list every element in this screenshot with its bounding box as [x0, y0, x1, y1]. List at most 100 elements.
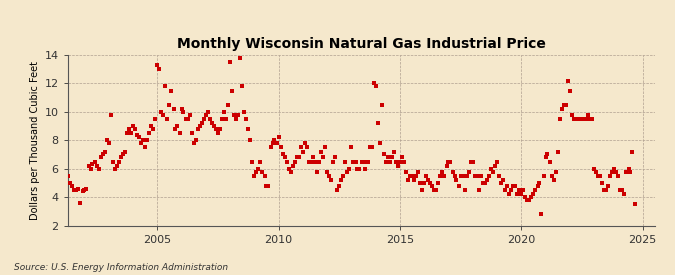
Point [292, 155, 302, 160]
Point [298, 149, 308, 154]
Point [275, 145, 286, 150]
Point [93, 166, 104, 171]
Point [251, 169, 262, 174]
Point [124, 127, 134, 131]
Point [209, 124, 219, 128]
Point [405, 174, 416, 178]
Point [449, 174, 460, 178]
Point [471, 174, 482, 178]
Point [122, 131, 132, 135]
Point [113, 160, 124, 164]
Point [267, 141, 278, 145]
Point [408, 178, 419, 182]
Point [548, 178, 559, 182]
Point [245, 138, 256, 142]
Point [219, 110, 230, 114]
Point [342, 169, 353, 174]
Point [418, 181, 429, 185]
Point [194, 124, 205, 128]
Point [213, 131, 223, 135]
Point [445, 160, 456, 164]
Point [168, 107, 179, 111]
Point [609, 166, 620, 171]
Point [105, 112, 116, 117]
Point [510, 183, 520, 188]
Point [83, 164, 94, 168]
Point [352, 166, 363, 171]
Point [615, 188, 626, 192]
Point [576, 117, 587, 121]
Point [328, 160, 339, 164]
Point [360, 166, 371, 171]
Point [186, 131, 197, 135]
Point [625, 169, 636, 174]
Point [560, 103, 571, 107]
Point [623, 166, 634, 171]
Point [585, 117, 595, 121]
Point [433, 181, 443, 185]
Point [308, 155, 319, 160]
Point [607, 169, 618, 174]
Point [255, 160, 266, 164]
Point [284, 166, 294, 171]
Point [119, 149, 130, 154]
Point [166, 88, 177, 93]
Point [504, 192, 514, 196]
Point [399, 160, 410, 164]
Point [164, 103, 175, 107]
Point [69, 188, 80, 192]
Point [599, 188, 610, 192]
Point [528, 192, 539, 196]
Point [340, 160, 351, 164]
Point [591, 169, 601, 174]
Point [306, 160, 317, 164]
Point [316, 149, 327, 154]
Point [552, 149, 563, 154]
Point [233, 112, 244, 117]
Point [544, 160, 555, 164]
Point [271, 141, 282, 145]
Point [473, 188, 484, 192]
Point [138, 138, 148, 142]
Point [136, 141, 146, 145]
Point [304, 160, 315, 164]
Point [310, 160, 321, 164]
Point [134, 135, 144, 140]
Point [491, 160, 502, 164]
Point [158, 112, 169, 117]
Point [152, 63, 163, 67]
Point [231, 117, 242, 121]
Point [384, 160, 395, 164]
Point [583, 112, 593, 117]
Point [126, 131, 136, 135]
Point [344, 166, 355, 171]
Point [95, 155, 106, 160]
Point [393, 164, 404, 168]
Point [111, 164, 122, 168]
Point [217, 117, 227, 121]
Point [117, 152, 128, 157]
Point [554, 117, 565, 121]
Point [485, 166, 496, 171]
Point [411, 174, 422, 178]
Point [443, 160, 454, 164]
Point [617, 188, 628, 192]
Title: Monthly Wisconsin Natural Gas Industrial Price: Monthly Wisconsin Natural Gas Industrial… [177, 37, 545, 51]
Point [75, 200, 86, 205]
Point [383, 155, 394, 160]
Point [225, 60, 236, 64]
Point [277, 152, 288, 157]
Point [558, 103, 569, 107]
Point [375, 141, 385, 145]
Point [402, 178, 413, 182]
Point [518, 188, 529, 192]
Point [572, 117, 583, 121]
Point [619, 192, 630, 196]
Point [439, 174, 450, 178]
Point [562, 78, 573, 83]
Point [302, 145, 313, 150]
Point [377, 103, 387, 107]
Point [441, 164, 452, 168]
Point [538, 174, 549, 178]
Point [263, 183, 274, 188]
